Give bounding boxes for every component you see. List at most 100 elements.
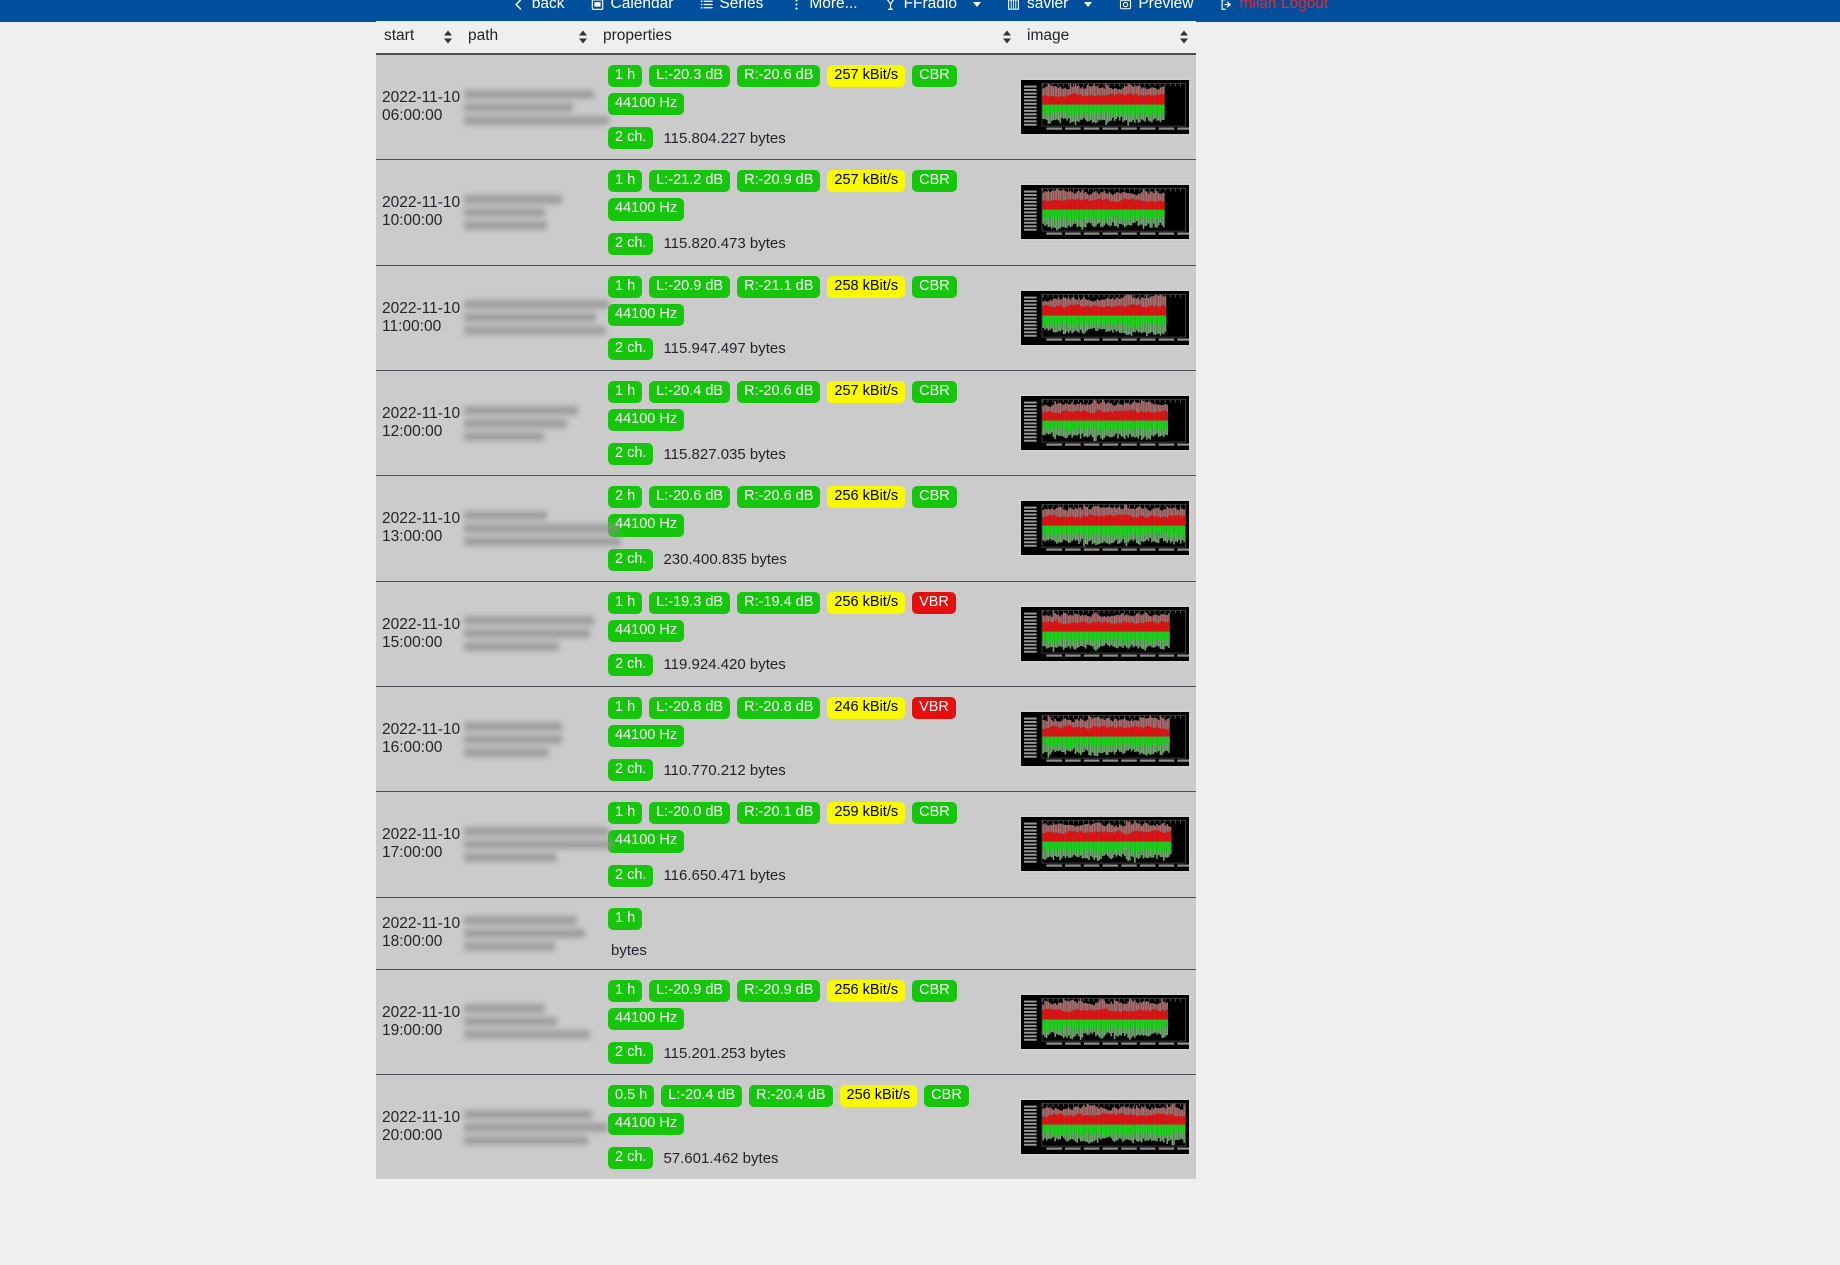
- chevron-down-icon[interactable]: [1084, 1, 1093, 7]
- cell-path[interactable]: [460, 264, 609, 371]
- column-header-image[interactable]: image: [1019, 21, 1196, 55]
- nav-item-label: milan Logout: [1239, 0, 1329, 12]
- property-badge: 257 kBit/s: [827, 380, 906, 404]
- table-row[interactable]: 2022-11-10 18:00:00 1 h bytes: [376, 896, 1196, 970]
- waveform-thumbnail[interactable]: [1019, 710, 1191, 769]
- start-time: 10:00:00: [382, 212, 443, 230]
- property-badge: 44100 Hz: [608, 619, 685, 642]
- cell-path[interactable]: [460, 791, 613, 898]
- waveform-thumbnail[interactable]: [1019, 394, 1191, 453]
- channels-badge: 2 ch.: [608, 232, 654, 255]
- property-badge: L:-20.8 dB: [649, 696, 731, 720]
- property-badge: CBR: [912, 275, 957, 298]
- nav-item-more[interactable]: More...: [789, 0, 858, 13]
- cell-properties: 1 h L:-20.4 dB R:-20.6 dB 257 kBit/s CBR 4410…: [595, 369, 1019, 476]
- column-header-properties[interactable]: properties: [595, 21, 1019, 55]
- cell-path[interactable]: [460, 580, 595, 687]
- nav-item-label: savier: [1026, 0, 1069, 12]
- table-row[interactable]: 2022-11-10 13:00:00 2 h L:-20.6 dB R:-20.6 d…: [376, 475, 1196, 582]
- column-header-path[interactable]: path: [460, 21, 595, 55]
- start-time: 16:00:00: [382, 739, 443, 757]
- nav-item-back[interactable]: back: [512, 0, 565, 13]
- cell-properties: 2 h L:-20.6 dB R:-20.6 dB 256 kBit/s CBR 4410…: [595, 475, 1019, 582]
- cell-path[interactable]: [460, 896, 595, 970]
- recordings-table-container: start path properties image: [376, 21, 1196, 1180]
- start-date: 2022-11-10: [382, 88, 461, 106]
- cell-path[interactable]: [460, 1074, 608, 1180]
- waveform-thumbnail[interactable]: [1019, 992, 1191, 1051]
- nav-item-label: Preview: [1138, 0, 1194, 12]
- property-badge: 2 h: [608, 486, 643, 509]
- waveform-thumbnail[interactable]: [1019, 183, 1191, 242]
- table-row[interactable]: 2022-11-10 12:00:00 1 h L:-20.4 dB R:-20.6 d…: [376, 369, 1196, 476]
- waveform-thumbnail[interactable]: [1019, 499, 1191, 558]
- column-header-start[interactable]: start: [376, 21, 460, 55]
- property-badge: CBR: [924, 1085, 969, 1108]
- cell-image: [1019, 791, 1196, 898]
- redacted-path: [464, 915, 591, 951]
- nav-item-ffradio[interactable]: FFradio: [884, 0, 981, 13]
- waveform-thumbnail[interactable]: [1019, 78, 1191, 137]
- building-icon: [1007, 0, 1021, 11]
- waveform-thumbnail[interactable]: [1019, 815, 1191, 874]
- sort-toggle-start[interactable]: [444, 30, 453, 44]
- nav-item-milan-logout[interactable]: milan Logout: [1219, 0, 1328, 13]
- sort-toggle-image[interactable]: [1180, 30, 1189, 44]
- property-badge: VBR: [912, 591, 956, 614]
- properties-badge-list: 1 h L:-21.2 dB R:-20.9 dB 257 kBit/s CBR 4410…: [608, 170, 1011, 255]
- chevron-left-icon: [512, 0, 526, 11]
- nav-item-savier[interactable]: savier: [1007, 0, 1093, 13]
- cell-path[interactable]: [460, 54, 609, 160]
- start-time: 06:00:00: [382, 107, 443, 125]
- cell-image: [1019, 475, 1196, 582]
- start-time: 18:00:00: [382, 933, 443, 951]
- property-badge: R:-20.9 dB: [737, 979, 821, 1002]
- cell-path[interactable]: [460, 685, 595, 792]
- property-badge: 259 kBit/s: [827, 802, 906, 825]
- waveform-thumbnail[interactable]: [1019, 288, 1191, 347]
- table-row[interactable]: 2022-11-10 06:00:00 1 h L:-20.3 dB R:-20.6 d…: [376, 54, 1196, 160]
- property-badge: 257 kBit/s: [827, 170, 906, 193]
- property-badge: R:-20.6 dB: [737, 486, 821, 509]
- nav-item-calendar[interactable]: Calendar: [591, 0, 673, 13]
- table-row[interactable]: 2022-11-10 19:00:00 1 h L:-20.9 dB R:-20.9 d…: [376, 968, 1196, 1075]
- table-row[interactable]: 2022-11-10 10:00:00 1 h L:-21.2 dB R:-20.9 d…: [376, 159, 1196, 266]
- nav-item-series[interactable]: Series: [699, 0, 763, 13]
- cell-start: 2022-11-10 13:00:00: [376, 475, 460, 582]
- cell-path[interactable]: [460, 369, 595, 476]
- property-badge: CBR: [912, 802, 957, 825]
- property-badge: 1 h: [608, 591, 643, 614]
- table-header-row: start path properties image: [376, 21, 1196, 55]
- cell-image: [1019, 1074, 1196, 1180]
- redacted-path: [464, 194, 591, 230]
- chevron-down-icon[interactable]: [972, 1, 981, 7]
- property-badge: 44100 Hz: [608, 1007, 685, 1030]
- file-size-text: 119.924.420 bytes: [663, 656, 786, 674]
- properties-badge-list: 1 h L:-20.9 dB R:-20.9 dB 256 kBit/s CBR 4410…: [608, 979, 1011, 1065]
- start-date: 2022-11-10: [382, 299, 461, 317]
- cell-path[interactable]: [460, 475, 622, 582]
- start-time: 17:00:00: [382, 844, 443, 862]
- cell-start: 2022-11-10 16:00:00: [376, 685, 460, 792]
- properties-badge-list: 1 h L:-20.0 dB R:-20.1 dB 259 kBit/s CBR 4410…: [608, 802, 1011, 887]
- file-size-text: 230.400.835 bytes: [663, 551, 787, 569]
- table-row[interactable]: 2022-11-10 20:00:00 0.5 h L:-20.4 dB R:-20.4…: [376, 1074, 1196, 1180]
- sort-toggle-path[interactable]: [579, 30, 588, 44]
- property-badge: R:-20.4 dB: [749, 1085, 833, 1108]
- sort-toggle-properties[interactable]: [1003, 30, 1012, 44]
- property-badge: 246 kBit/s: [827, 696, 906, 720]
- start-time: 13:00:00: [382, 528, 443, 546]
- table-row[interactable]: 2022-11-10 17:00:00 1 h L:-20.0 dB R:-20.1 d…: [376, 791, 1196, 898]
- table-row[interactable]: 2022-11-10 11:00:00 1 h L:-20.9 dB R:-21.1 d…: [376, 264, 1196, 371]
- cell-path[interactable]: [460, 968, 595, 1075]
- table-row[interactable]: 2022-11-10 16:00:00 1 h L:-20.8 dB R:-20.8 d…: [376, 685, 1196, 792]
- waveform-thumbnail[interactable]: [1019, 1098, 1191, 1157]
- top-navigation-bar: back Calendar Series More... FFradio savier Pr…: [0, 0, 1840, 22]
- property-badge: L:-20.3 dB: [649, 65, 731, 88]
- cell-path[interactable]: [460, 159, 595, 266]
- properties-badge-list: 1 h bytes: [608, 907, 1011, 959]
- waveform-thumbnail[interactable]: [1019, 604, 1191, 663]
- nav-item-preview[interactable]: Preview: [1118, 0, 1193, 13]
- table-row[interactable]: 2022-11-10 15:00:00 1 h L:-19.3 dB R:-19.4 d…: [376, 580, 1196, 687]
- property-badge: 257 kBit/s: [827, 65, 906, 88]
